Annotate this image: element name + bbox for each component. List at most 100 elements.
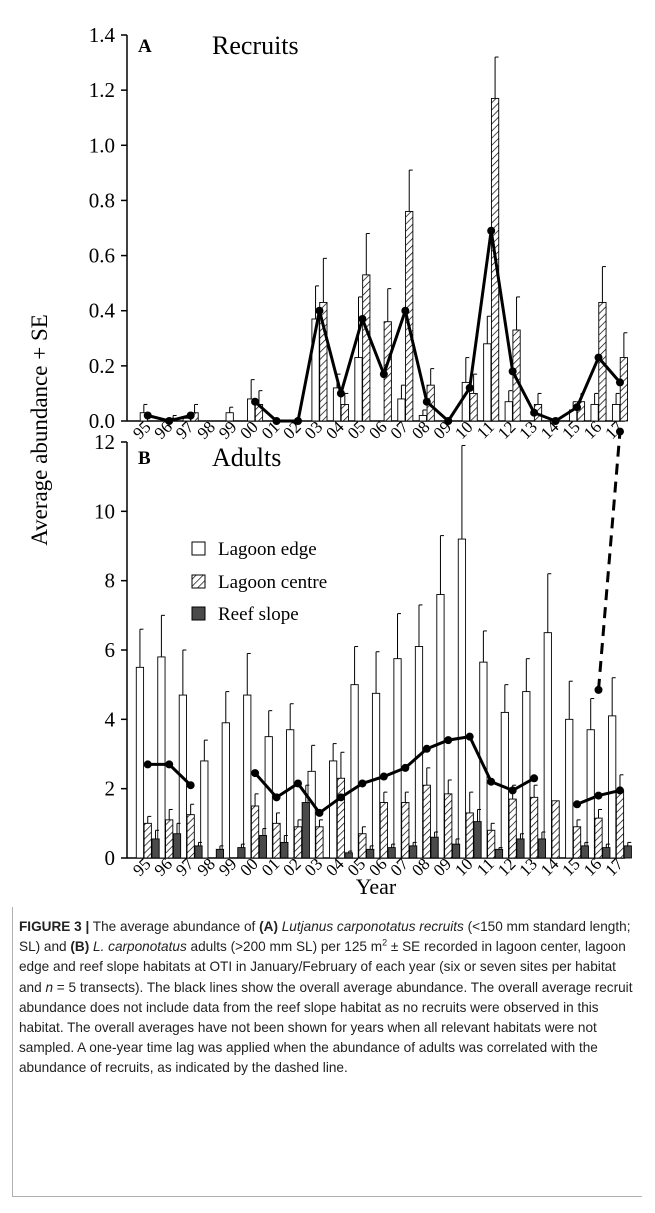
y-tick-label-b: 4: [105, 707, 116, 731]
lag-line: [597, 431, 622, 690]
legend-label-lagoon-edge: Lagoon edge: [218, 539, 317, 560]
x-axis-label: Year: [356, 874, 397, 899]
average-point: [594, 353, 603, 362]
y-tick-label-a: 0.6: [89, 244, 115, 268]
bar-lagoon-centre: [551, 800, 560, 859]
bars-panel-a: [139, 56, 628, 422]
y-tick-label-a: 1.2: [89, 78, 115, 102]
caption-text: The average abundance of (A) Lutjanus ca…: [19, 919, 632, 1075]
bar-lagoon-centre: [422, 784, 431, 859]
y-tick-label-b: 0: [105, 846, 116, 870]
bar-lagoon-centre: [340, 404, 349, 422]
average-point: [165, 417, 174, 425]
average-point: [315, 306, 324, 315]
bar-lagoon-edge: [504, 401, 513, 422]
average-point: [336, 793, 345, 802]
average-point: [444, 736, 453, 745]
bar-lagoon-edge: [286, 729, 295, 859]
average-point: [551, 417, 560, 425]
y-tick-label-b: 6: [105, 638, 116, 662]
bar-reef-slope: [151, 838, 160, 859]
bar-lagoon-edge: [225, 412, 234, 422]
caption-part: n: [45, 979, 54, 995]
y-tick-label-a: 0.8: [89, 188, 115, 212]
legend-swatch-lagoon-centre: [191, 574, 206, 589]
bar-lagoon-edge: [590, 404, 599, 422]
bar-reef-slope: [387, 847, 396, 859]
bar-lagoon-centre: [336, 777, 346, 859]
bar-lagoon-centre: [293, 826, 303, 859]
y-tick-label-a: 1.0: [89, 133, 115, 157]
average-line-segment: [254, 230, 622, 424]
bar-lagoon-edge: [329, 760, 338, 859]
caption-part: 2: [382, 937, 388, 948]
bar-lagoon-centre: [165, 819, 174, 859]
caption-label: FIGURE 3 |: [19, 919, 90, 934]
bar-lagoon-centre: [469, 392, 478, 422]
bar-lagoon-edge: [243, 694, 252, 859]
average-point: [465, 383, 474, 392]
bar-reef-slope: [366, 848, 375, 859]
bar-reef-slope: [516, 838, 525, 859]
bar-lagoon-centre: [572, 826, 582, 859]
bar-reef-slope: [172, 833, 182, 859]
average-point: [315, 808, 324, 817]
caption-part: (<150 mm standard length; SL) and: [19, 919, 631, 955]
average-point: [573, 403, 582, 412]
caption-part: (A): [259, 919, 278, 934]
legend-swatch-reef-slope: [191, 606, 206, 621]
caption-part: L. carponotatus: [93, 939, 187, 955]
caption-part: adults (>200 mm SL) per 125 m: [186, 939, 383, 955]
average-point: [358, 314, 367, 323]
legend-label-lagoon-centre: Lagoon centre: [218, 572, 327, 593]
bar-reef-slope: [623, 845, 632, 859]
bar-lagoon-edge: [436, 594, 445, 859]
lag-dashed-line: [594, 427, 624, 694]
bar-reef-slope: [494, 848, 504, 859]
bar-lagoon-centre: [619, 357, 628, 422]
panel-letter-a: A: [138, 36, 152, 57]
average-line-segment: [253, 735, 535, 816]
average-point: [530, 774, 539, 783]
bar-lagoon-centre: [143, 822, 152, 859]
average-point: [465, 732, 474, 741]
average-point: [487, 777, 496, 786]
average-point: [165, 760, 174, 769]
bar-lagoon-centre: [487, 829, 496, 859]
y-ticks-a: 0.0 0.2 0.4 0.6 0.8 1.0 1.2 1.4: [89, 23, 127, 433]
y-axis-label: Average abundance + SE: [27, 314, 52, 546]
bar-lagoon-edge: [543, 632, 552, 859]
bar-reef-slope: [301, 802, 310, 859]
bar-lagoon-centre: [594, 817, 603, 859]
bar-lagoon-edge: [135, 666, 145, 859]
bar-lagoon-edge: [397, 398, 406, 422]
average-point: [422, 744, 431, 753]
y-ticks-b: 0 2 4 6 8 10 12: [94, 430, 127, 870]
average-point: [487, 226, 496, 235]
average-point: [186, 781, 195, 790]
bar-reef-slope: [537, 838, 547, 859]
bar-lagoon-centre: [379, 802, 388, 859]
average-line-b: [143, 732, 624, 817]
average-point: [508, 367, 517, 376]
average-point: [379, 370, 388, 379]
bar-lagoon-centre: [444, 793, 453, 859]
bar-reef-slope: [344, 852, 353, 859]
average-point: [615, 786, 624, 795]
caption-part: The average abundance of: [89, 919, 260, 934]
bar-lagoon-edge: [611, 404, 621, 422]
y-tick-label-a: 0.2: [89, 354, 115, 378]
bar-lagoon-centre: [250, 805, 260, 859]
bar-lagoon-centre: [362, 274, 371, 422]
panel-title-a: Recruits: [212, 31, 299, 60]
figure-caption: FIGURE 3 | The average abundance of (A) …: [12, 907, 642, 1197]
bar-lagoon-centre: [272, 822, 281, 859]
legend: Lagoon edge Lagoon centre Reef slope: [191, 539, 327, 625]
bars-panel-b: [135, 444, 632, 859]
bar-lagoon-edge: [483, 343, 492, 422]
bar-reef-slope: [430, 836, 439, 859]
bar-lagoon-edge: [522, 691, 531, 859]
bar-reef-slope: [580, 845, 589, 859]
legend-label-reef-slope: Reef slope: [218, 604, 299, 625]
bar-reef-slope: [215, 848, 225, 859]
